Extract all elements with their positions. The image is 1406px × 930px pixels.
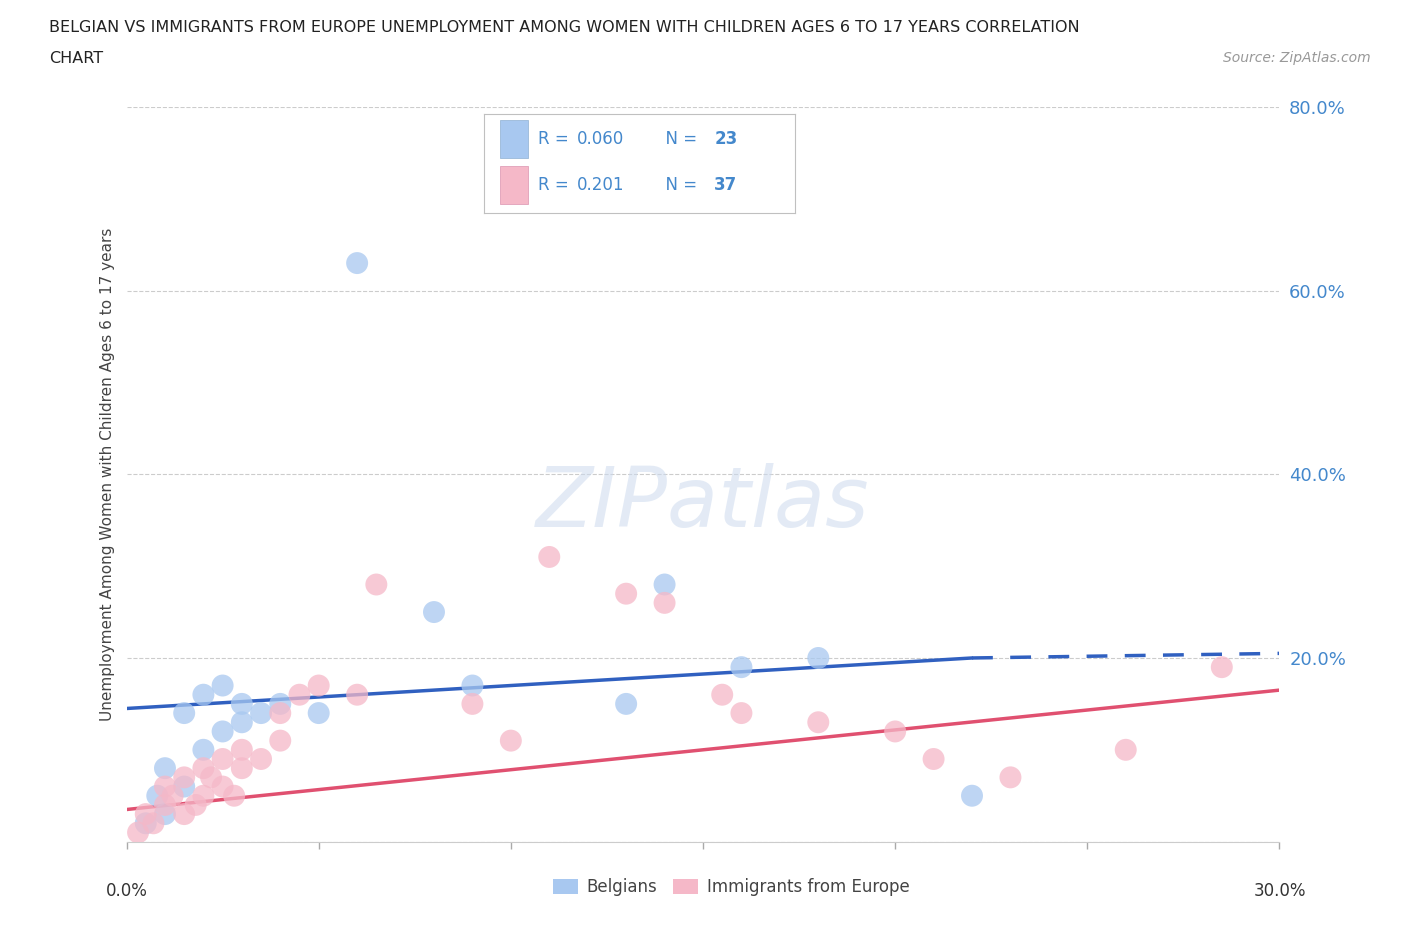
Point — [142, 816, 165, 830]
Point — [346, 256, 368, 271]
Point — [730, 706, 752, 721]
Point — [153, 806, 176, 821]
Text: BELGIAN VS IMMIGRANTS FROM EUROPE UNEMPLOYMENT AMONG WOMEN WITH CHILDREN AGES 6 : BELGIAN VS IMMIGRANTS FROM EUROPE UNEMPL… — [49, 20, 1080, 35]
Point — [884, 724, 907, 739]
Point — [211, 678, 233, 693]
Point — [211, 779, 233, 794]
Point — [1000, 770, 1022, 785]
Point — [231, 715, 253, 730]
Point — [807, 651, 830, 666]
Point — [193, 742, 215, 757]
Point — [269, 733, 291, 748]
Point — [346, 687, 368, 702]
Text: CHART: CHART — [49, 51, 103, 66]
Point — [224, 789, 246, 804]
Text: ZIPatlas: ZIPatlas — [536, 463, 870, 544]
Point — [135, 816, 157, 830]
Point — [231, 742, 253, 757]
Point — [807, 715, 830, 730]
Point — [211, 724, 233, 739]
Legend: Belgians, Immigrants from Europe: Belgians, Immigrants from Europe — [546, 871, 917, 903]
Point — [153, 779, 176, 794]
Point — [423, 604, 446, 619]
Point — [193, 687, 215, 702]
Point — [308, 706, 330, 721]
Point — [614, 586, 637, 601]
Point — [711, 687, 734, 702]
Point — [730, 659, 752, 674]
Point — [250, 751, 273, 766]
Text: Source: ZipAtlas.com: Source: ZipAtlas.com — [1223, 51, 1371, 65]
Point — [308, 678, 330, 693]
Point — [146, 789, 169, 804]
Point — [288, 687, 311, 702]
Point — [184, 798, 207, 813]
Point — [461, 697, 484, 711]
Point — [1115, 742, 1137, 757]
Text: 0.0%: 0.0% — [105, 882, 148, 900]
Y-axis label: Unemployment Among Women with Children Ages 6 to 17 years: Unemployment Among Women with Children A… — [100, 228, 115, 721]
Point — [153, 761, 176, 776]
Point — [960, 789, 983, 804]
Point — [193, 761, 215, 776]
Point — [193, 789, 215, 804]
Point — [200, 770, 222, 785]
Point — [461, 678, 484, 693]
Point — [173, 706, 195, 721]
Point — [211, 751, 233, 766]
Point — [269, 706, 291, 721]
Point — [654, 577, 676, 592]
Point — [654, 595, 676, 610]
Point — [127, 825, 149, 840]
Point — [173, 806, 195, 821]
Point — [173, 770, 195, 785]
Point — [366, 577, 388, 592]
Point — [135, 806, 157, 821]
Point — [231, 761, 253, 776]
Point — [173, 779, 195, 794]
Text: 30.0%: 30.0% — [1253, 882, 1306, 900]
Point — [1211, 659, 1233, 674]
Point — [162, 789, 184, 804]
Point — [499, 733, 522, 748]
Point — [538, 550, 561, 565]
Point — [250, 706, 273, 721]
Point — [269, 697, 291, 711]
Point — [614, 697, 637, 711]
Point — [922, 751, 945, 766]
Point — [153, 798, 176, 813]
Point — [231, 697, 253, 711]
